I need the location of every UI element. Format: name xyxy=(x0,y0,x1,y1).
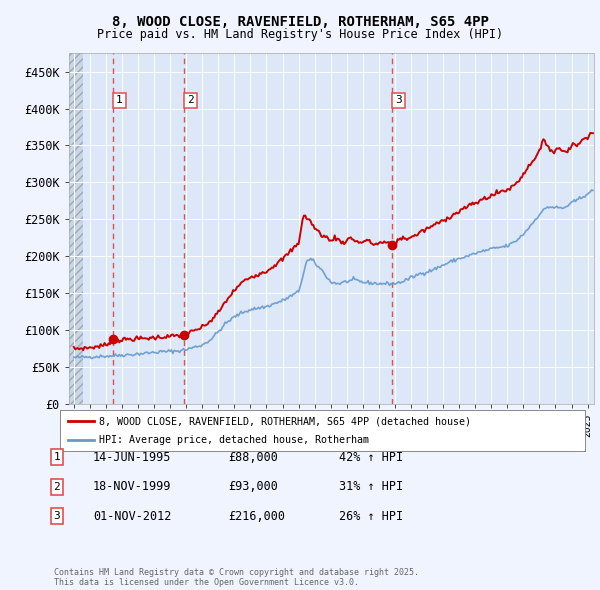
Text: £93,000: £93,000 xyxy=(228,480,278,493)
Text: 1: 1 xyxy=(116,96,123,106)
Text: HPI: Average price, detached house, Rotherham: HPI: Average price, detached house, Roth… xyxy=(100,435,370,445)
Text: 42% ↑ HPI: 42% ↑ HPI xyxy=(339,451,403,464)
Text: £88,000: £88,000 xyxy=(228,451,278,464)
Text: 2: 2 xyxy=(187,96,194,106)
Text: 8, WOOD CLOSE, RAVENFIELD, ROTHERHAM, S65 4PP: 8, WOOD CLOSE, RAVENFIELD, ROTHERHAM, S6… xyxy=(112,15,488,29)
Text: 31% ↑ HPI: 31% ↑ HPI xyxy=(339,480,403,493)
Text: 2: 2 xyxy=(53,482,61,491)
Text: Contains HM Land Registry data © Crown copyright and database right 2025.
This d: Contains HM Land Registry data © Crown c… xyxy=(54,568,419,587)
Bar xyxy=(69,53,83,404)
Text: 3: 3 xyxy=(395,96,402,106)
Text: 01-NOV-2012: 01-NOV-2012 xyxy=(93,510,172,523)
Text: 14-JUN-1995: 14-JUN-1995 xyxy=(93,451,172,464)
Text: Price paid vs. HM Land Registry's House Price Index (HPI): Price paid vs. HM Land Registry's House … xyxy=(97,28,503,41)
Text: 8, WOOD CLOSE, RAVENFIELD, ROTHERHAM, S65 4PP (detached house): 8, WOOD CLOSE, RAVENFIELD, ROTHERHAM, S6… xyxy=(100,416,472,426)
Text: 3: 3 xyxy=(53,512,61,521)
Text: 1: 1 xyxy=(53,453,61,462)
Text: 18-NOV-1999: 18-NOV-1999 xyxy=(93,480,172,493)
Text: £216,000: £216,000 xyxy=(228,510,285,523)
Text: 26% ↑ HPI: 26% ↑ HPI xyxy=(339,510,403,523)
Bar xyxy=(69,53,83,404)
